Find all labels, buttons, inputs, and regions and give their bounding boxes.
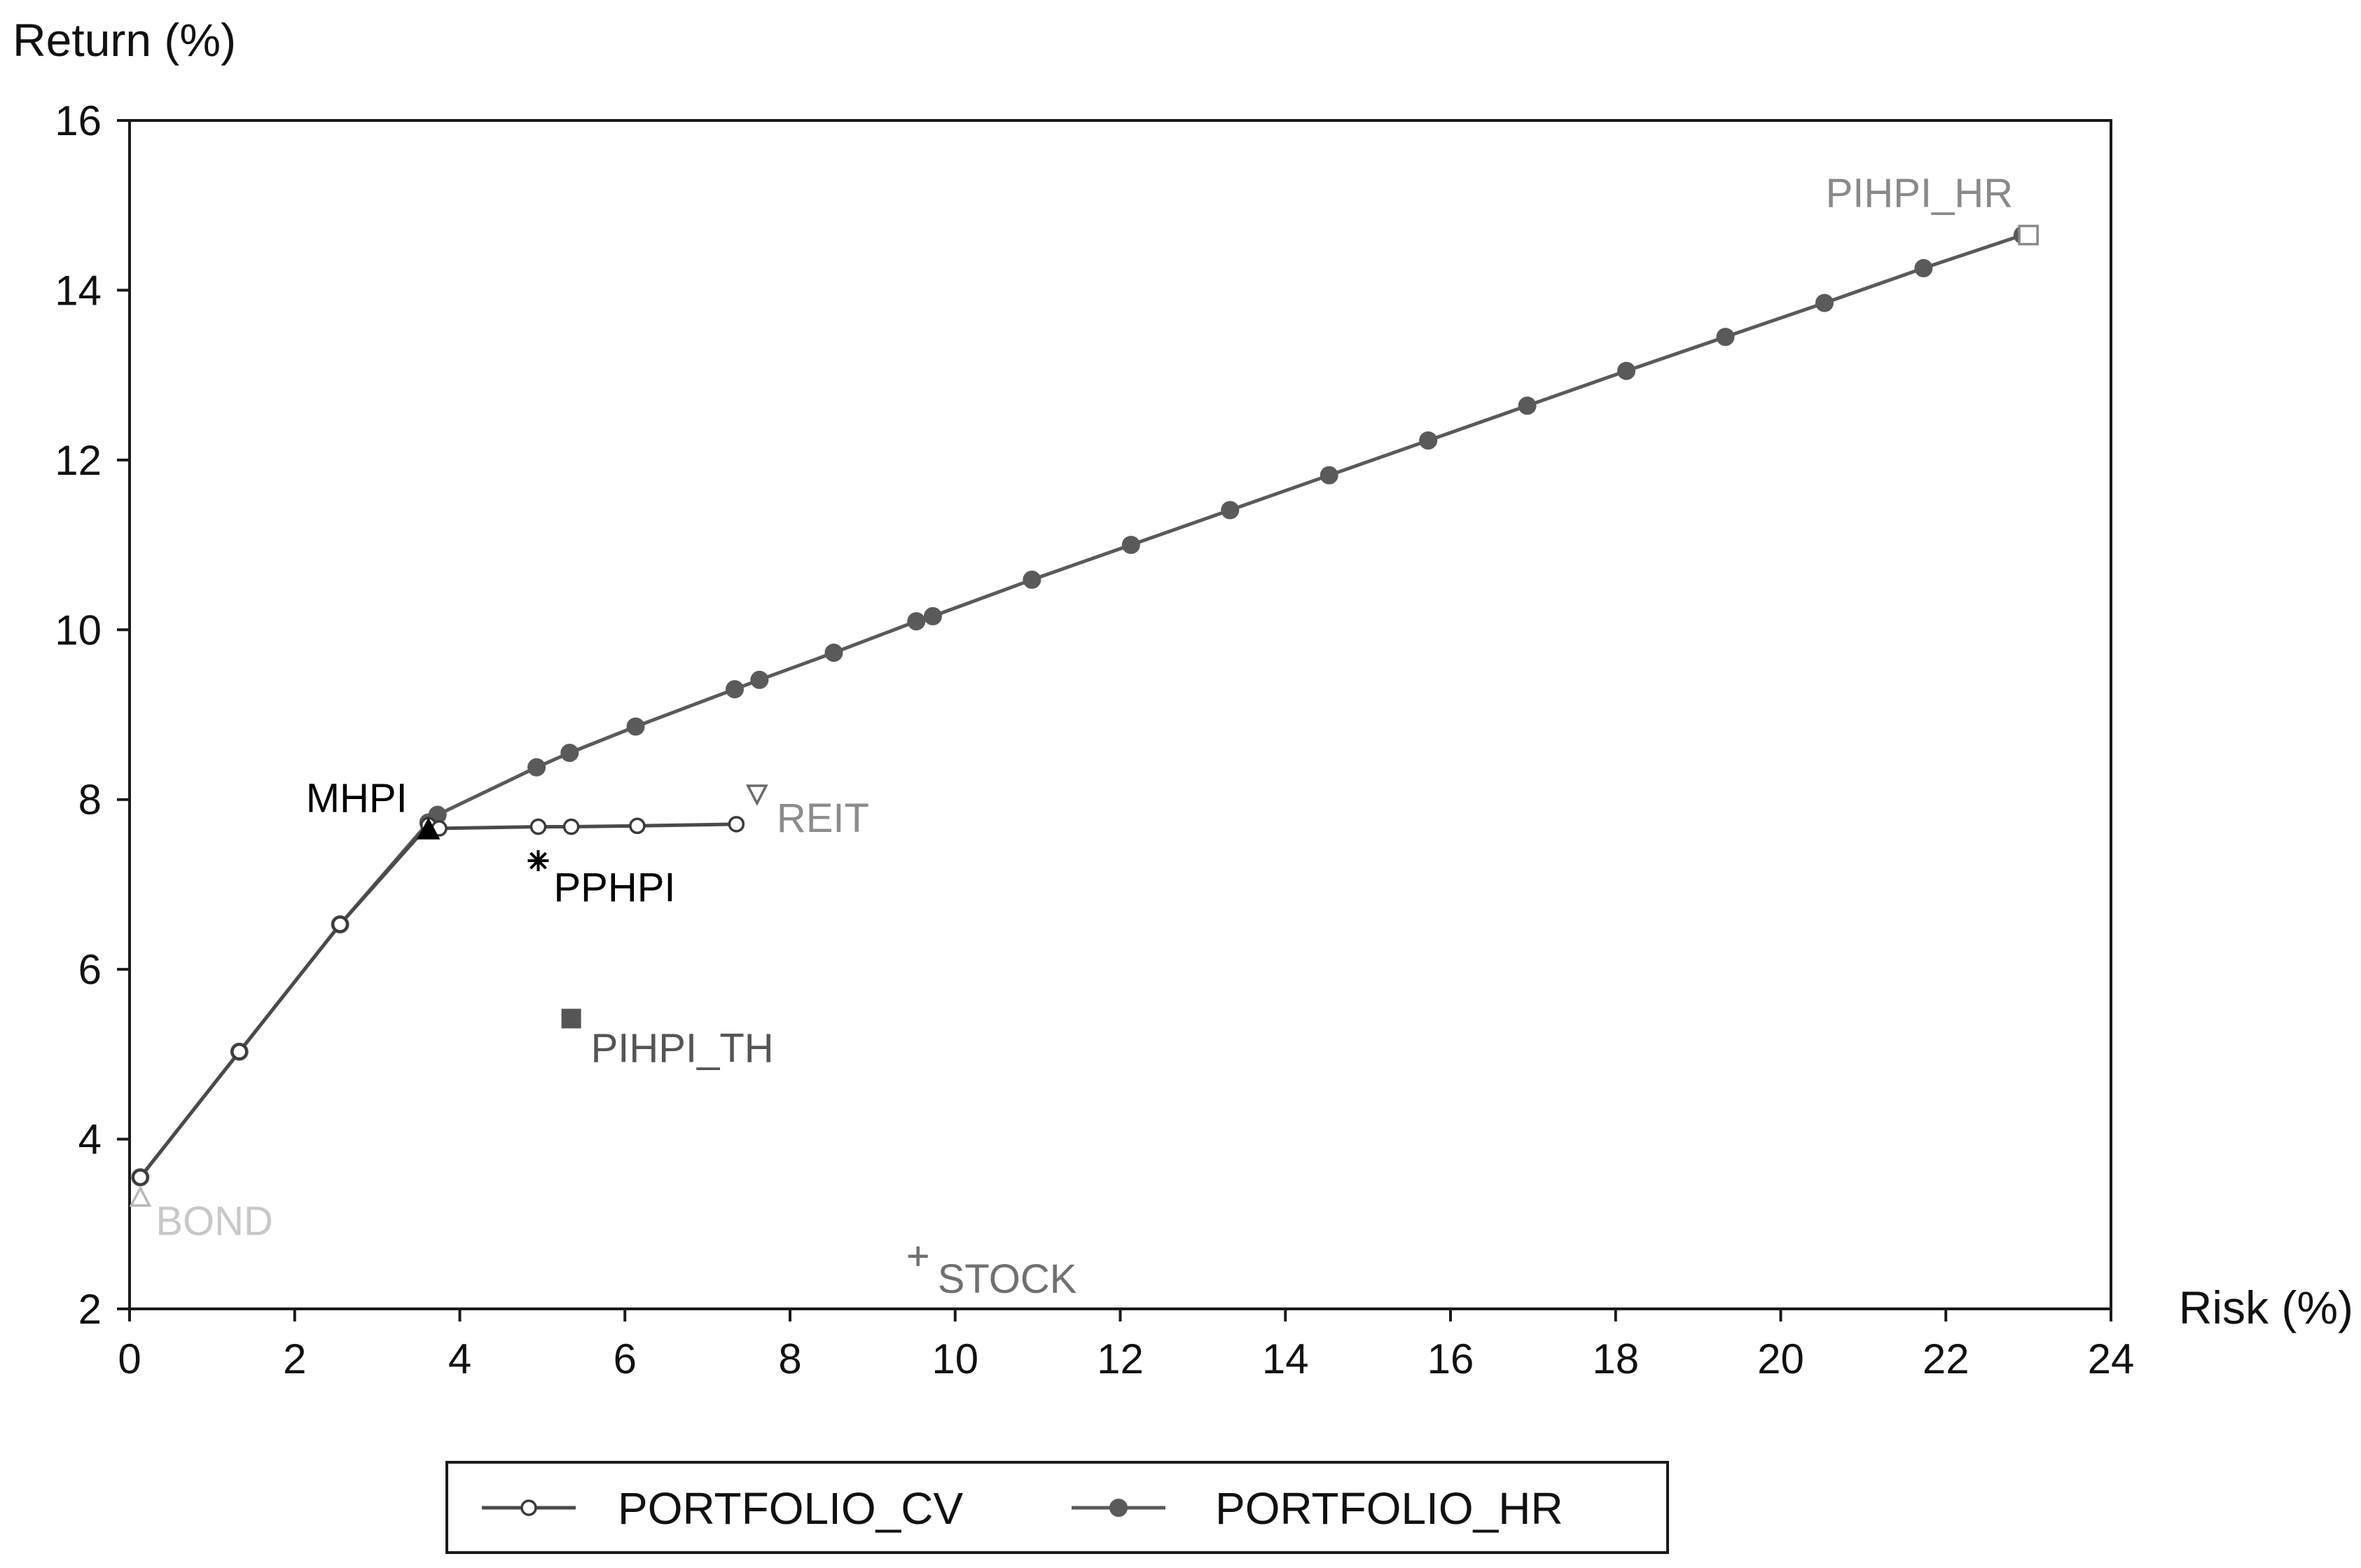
y-tick-label: 10 (55, 606, 102, 653)
legend-box (445, 1461, 1669, 1554)
series-point-portfolio-hr (560, 744, 579, 763)
series-point-portfolio-cv (728, 816, 745, 833)
asset-points-layer: BOND MHPI PPHPI PIHPI_TH REIT STOCK PIHPI_HR (129, 171, 2039, 1302)
x-tick-label: 20 (1757, 1335, 1804, 1382)
y-tick-label: 16 (55, 97, 102, 144)
pihpi-th-marker (561, 1008, 581, 1029)
pphpi-label: PPHPI (553, 865, 675, 910)
series-point-portfolio-hr (1914, 258, 1933, 277)
pihpi-hr-marker (2018, 224, 2039, 246)
series-point-portfolio-cv (629, 817, 646, 835)
x-tick-label: 22 (1923, 1335, 1969, 1382)
y-tick-label: 8 (78, 777, 102, 824)
pphpi-marker (527, 849, 549, 871)
x-tick-label: 0 (118, 1335, 141, 1382)
y-tick-label: 2 (78, 1286, 102, 1333)
x-tick-label: 12 (1097, 1335, 1144, 1382)
legend-items: PORTFOLIO_CV PORTFOLIO_HR (482, 1483, 1563, 1534)
x-tick-label: 18 (1592, 1335, 1639, 1382)
reit-marker (745, 784, 768, 806)
series-point-portfolio-cv (231, 1043, 248, 1060)
series-point-portfolio-hr (1617, 361, 1636, 380)
x-tick-label: 8 (778, 1335, 801, 1382)
series-point-portfolio-hr (1815, 293, 1834, 312)
bond-marker (129, 1185, 152, 1207)
mhpi-marker (417, 817, 441, 840)
x-axis-ticks: 0 2 4 6 8 10 12 14 16 18 20 22 24 (118, 1309, 2134, 1382)
legend-marker-portfolio-cv (520, 1499, 537, 1516)
series-point-portfolio-hr (1419, 431, 1438, 450)
x-tick-label: 16 (1427, 1335, 1474, 1382)
stock-label: STOCK (938, 1256, 1077, 1302)
series-point-portfolio-hr (1121, 536, 1140, 555)
y-tick-label: 6 (78, 946, 102, 993)
series-point-portfolio-cv (529, 818, 547, 835)
y-axis-ticks: 2 4 6 8 10 12 14 16 (55, 97, 130, 1333)
series-point-portfolio-hr (1320, 466, 1338, 485)
x-tick-label: 10 (932, 1335, 978, 1382)
y-tick-label: 14 (55, 267, 102, 314)
series-point-portfolio-hr (923, 606, 942, 625)
bond-label: BOND (155, 1198, 273, 1244)
series-point-portfolio-cv (331, 916, 349, 933)
series-point-portfolio-cv (132, 1169, 149, 1186)
series-point-portfolio-hr (824, 644, 843, 662)
series-point-portfolio-hr (750, 670, 769, 689)
series-point-portfolio-hr (1716, 328, 1735, 347)
x-tick-label: 6 (614, 1335, 637, 1382)
x-axis-label: Risk (%) (2179, 1282, 2353, 1333)
pihpi-hr-label: PIHPI_HR (1826, 171, 2014, 216)
series-point-portfolio-hr (626, 717, 645, 736)
y-tick-label: 12 (55, 437, 102, 484)
pihpi-th-label: PIHPI_TH (591, 1025, 774, 1071)
plot-area (128, 119, 2112, 1310)
legend-label-portfolio-hr: PORTFOLIO_HR (1215, 1483, 1563, 1534)
reit-label: REIT (777, 796, 869, 841)
series-point-portfolio-cv (562, 818, 580, 835)
legend-label-portfolio-cv: PORTFOLIO_CV (618, 1483, 963, 1534)
series-point-portfolio-hr (1023, 570, 1041, 589)
series-point-portfolio-hr (1221, 501, 1240, 520)
y-axis-label: Return (%) (13, 14, 236, 66)
mhpi-label: MHPI (306, 776, 408, 821)
x-tick-label: 24 (2088, 1335, 2135, 1382)
legend-marker-portfolio-hr (1109, 1499, 1128, 1517)
series-layer (131, 226, 2032, 1187)
series-point-portfolio-hr (726, 680, 745, 699)
y-tick-label: 4 (78, 1116, 102, 1163)
x-tick-label: 4 (448, 1335, 471, 1382)
x-tick-label: 2 (283, 1335, 306, 1382)
legend: PORTFOLIO_CV PORTFOLIO_HR (445, 1461, 1669, 1554)
x-tick-label: 14 (1262, 1335, 1309, 1382)
series-point-portfolio-hr (1518, 396, 1537, 415)
series-point-portfolio-hr (527, 758, 546, 777)
stock-marker (908, 1246, 928, 1266)
series-point-portfolio-hr (907, 612, 926, 631)
